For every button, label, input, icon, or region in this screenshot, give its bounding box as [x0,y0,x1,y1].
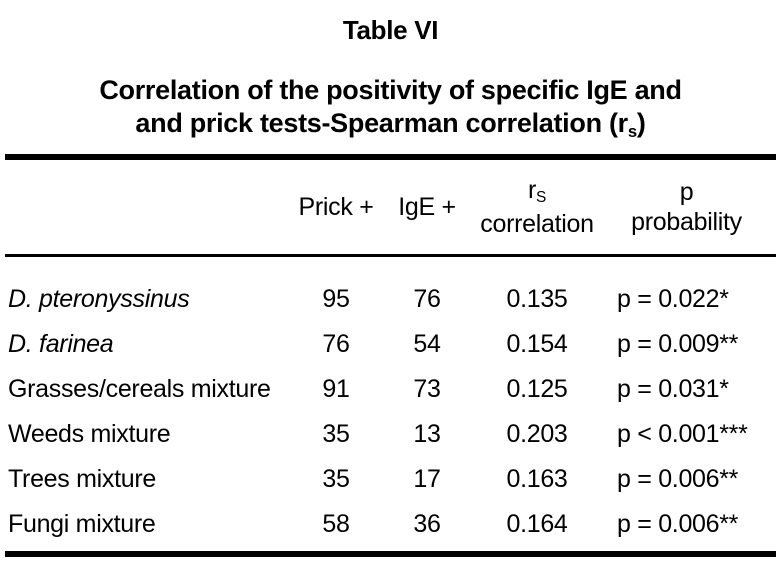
table-row: D. pteronyssinus 95 76 0.135 p = 0.022* [0,277,781,322]
table-row: Trees mixture 35 17 0.163 p = 0.006** [0,457,781,502]
row-prick-count: 35 [322,465,350,493]
table-header-row: Prick + IgE + rS correlation p probabili… [0,160,781,254]
caption-line-1: Correlation of the positivity of specifi… [99,75,682,105]
table-row: Grasses/cereals mixture 91 73 0.125 p = … [0,367,781,412]
header-prick: Prick + [298,193,374,221]
table-row: Fungi mixture 58 36 0.164 p = 0.006** [0,502,781,547]
table-number-title: Table VI [342,15,439,45]
row-allergen-name: Trees mixture [8,465,156,493]
caption-subscript-s: s [627,121,637,141]
bottom-rule [5,551,776,557]
row-p-value: p = 0.006** [617,510,739,538]
row-rs-value: 0.154 [506,330,568,358]
row-allergen-name: Weeds mixture [8,420,171,448]
header-rs-correlation: rS correlation [477,175,597,239]
header-rule [5,254,776,257]
header-p-probability: p probability [597,177,776,237]
row-rs-value: 0.135 [506,285,568,313]
header-p-word: probability [631,208,742,236]
header-rs-subscript: S [535,189,547,207]
caption-line-2: and prick tests-Spearman correlation (rs… [0,107,781,143]
table-caption: Correlation of the positivity of specifi… [0,74,781,143]
table-row: D. farinea 76 54 0.154 p = 0.009** [0,322,781,367]
row-p-value: p = 0.009** [617,330,739,358]
row-prick-count: 95 [322,285,350,313]
row-ige-count: 13 [413,420,441,448]
row-p-value: p < 0.001*** [617,420,748,448]
row-ige-count: 76 [413,285,441,313]
row-rs-value: 0.125 [506,375,568,403]
row-rs-value: 0.203 [506,420,568,448]
table-body: D. pteronyssinus 95 76 0.135 p = 0.022* … [0,257,781,547]
header-rs-word: correlation [480,210,594,238]
row-prick-count: 58 [322,510,350,538]
row-p-value: p = 0.031* [617,375,729,403]
row-rs-value: 0.163 [506,465,568,493]
table-row: Weeds mixture 35 13 0.203 p < 0.001*** [0,412,781,457]
row-prick-count: 76 [322,330,350,358]
row-ige-count: 36 [413,510,441,538]
caption-close-paren: ) [636,108,646,138]
row-ige-count: 54 [413,330,441,358]
header-rs-symbol: rS [527,176,547,207]
row-allergen-name: Fungi mixture [8,510,156,538]
row-ige-count: 17 [413,465,441,493]
row-prick-count: 91 [322,375,350,403]
row-ige-count: 73 [413,375,441,403]
row-allergen-name: D. pteronyssinus [8,285,190,313]
top-rule [5,154,776,160]
row-rs-value: 0.164 [506,510,568,538]
row-allergen-name: Grasses/cereals mixture [8,375,271,403]
row-prick-count: 35 [322,420,350,448]
header-p-symbol: p [679,178,694,206]
caption-line-2-text: and prick tests-Spearman correlation (r [135,108,628,138]
row-p-value: p = 0.022* [617,285,729,313]
header-ige: IgE + [398,193,456,221]
row-allergen-name: D. farinea [8,330,114,358]
row-p-value: p = 0.006** [617,465,739,493]
